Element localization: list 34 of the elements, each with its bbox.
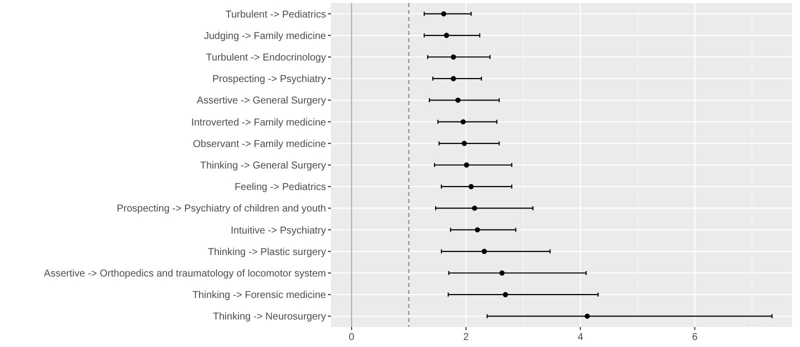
x-tick-label: 6: [692, 332, 698, 343]
point: [441, 11, 446, 16]
point: [444, 32, 450, 38]
x-tick-label: 4: [578, 332, 584, 343]
y-tick-label: Thinking -> Neurosurgery: [212, 312, 326, 323]
y-tick-label: Assertive -> General Surgery: [196, 96, 326, 107]
x-tick-label: 0: [348, 332, 355, 343]
point: [584, 314, 590, 319]
y-tick-label: Turbulent -> Pediatrics: [225, 9, 326, 20]
y-tick-label: Judging -> Family medicine: [204, 30, 326, 42]
point: [462, 140, 467, 146]
y-tick-label: Intuitive -> Psychiatry: [230, 225, 326, 236]
x-tick-label: 2: [463, 332, 470, 343]
y-tick-label: Thinking -> General Surgery: [200, 160, 326, 172]
point: [450, 76, 456, 82]
point: [460, 119, 466, 124]
y-tick-label: Observant -> Family medicine: [192, 138, 326, 150]
point: [499, 270, 505, 276]
point: [468, 184, 474, 190]
y-tick-label: Turbulent -> Endocrinology: [206, 52, 326, 64]
y-tick-label: Prospecting -> Psychiatry: [212, 74, 326, 86]
point: [474, 227, 480, 232]
point: [464, 162, 470, 168]
y-tick-label: Feeling -> Pediatrics: [234, 182, 326, 194]
y-tick-label: Assertive -> Orthopedics and traumatology of locomotor system: [44, 268, 326, 280]
point: [482, 248, 487, 254]
point: [450, 54, 456, 60]
point: [502, 292, 508, 298]
y-tick-label: Introverted -> Family medicine: [191, 117, 326, 128]
point: [472, 206, 478, 211]
y-tick-label: Prospecting -> Psychiatry of children and youth: [116, 204, 326, 215]
y-tick-label: Thinking -> Forensic medicine: [192, 290, 326, 302]
y-tick-label: Thinking -> Plastic surgery: [208, 246, 326, 258]
point: [455, 98, 461, 103]
